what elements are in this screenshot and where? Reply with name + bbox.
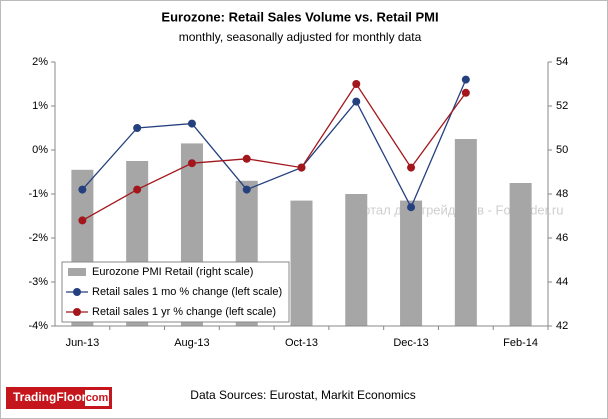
y-tick-label: 1% — [32, 100, 48, 112]
x-tick-label: Oct-13 — [285, 337, 318, 349]
y2-tick-label: 44 — [556, 276, 568, 288]
marker — [407, 203, 416, 212]
line — [82, 82, 467, 221]
bar — [345, 194, 368, 326]
marker — [461, 88, 470, 97]
marker — [133, 185, 142, 194]
marker — [78, 216, 87, 225]
x-tick-label: Feb-14 — [503, 337, 538, 349]
legend-marker — [73, 308, 81, 316]
bar — [290, 200, 313, 326]
y-tick-label: -2% — [28, 232, 48, 244]
logo-domain: com — [86, 392, 109, 404]
chart-subtitle: monthly, seasonally adjusted for monthly… — [179, 30, 422, 44]
legend-label: Retail sales 1 mo % change (left scale) — [92, 286, 282, 298]
y-tick-label: -3% — [28, 276, 48, 288]
marker — [352, 97, 361, 106]
marker — [407, 163, 416, 172]
source: Data Sources: Eurostat, Markit Economics — [190, 388, 415, 402]
marker — [297, 163, 306, 172]
marker — [461, 75, 470, 84]
legend-box — [61, 261, 290, 323]
marker — [187, 159, 196, 168]
line — [81, 79, 467, 209]
marker — [242, 154, 251, 163]
y-tick-label: 0% — [32, 144, 48, 156]
legend-label: Retail sales 1 yr % change (left scale) — [92, 306, 276, 318]
logo-domain-box — [85, 390, 109, 406]
bar — [400, 200, 423, 326]
y-tick-label: -4% — [28, 320, 48, 332]
x-tick-label: Jun-13 — [66, 337, 100, 349]
y2-tick-label: 46 — [556, 232, 568, 244]
x-tick-label: Aug-13 — [174, 337, 209, 349]
y2-tick-label: 54 — [556, 56, 568, 68]
bar — [509, 183, 532, 326]
marker — [242, 185, 251, 194]
marker — [187, 119, 196, 128]
marker — [78, 185, 87, 194]
y2-tick-label: 42 — [556, 320, 568, 332]
logo-name: TradingFloor — [13, 390, 87, 404]
legend-marker — [73, 288, 81, 296]
bar — [454, 139, 477, 326]
marker — [133, 124, 142, 132]
y-tick-label: -1% — [28, 188, 48, 200]
y2-tick-label: 52 — [556, 100, 568, 112]
legend-label: Eurozone PMI Retail (right scale) — [92, 266, 253, 278]
marker — [352, 80, 361, 88]
legend-swatch — [68, 268, 86, 276]
y2-tick-label: 48 — [556, 188, 568, 200]
y2-tick-label: 50 — [556, 144, 568, 156]
x-tick-label: Dec-13 — [393, 337, 428, 349]
chart-title: Eurozone: Retail Sales Volume vs. Retail… — [161, 9, 438, 24]
y-tick-label: 2% — [32, 56, 48, 68]
